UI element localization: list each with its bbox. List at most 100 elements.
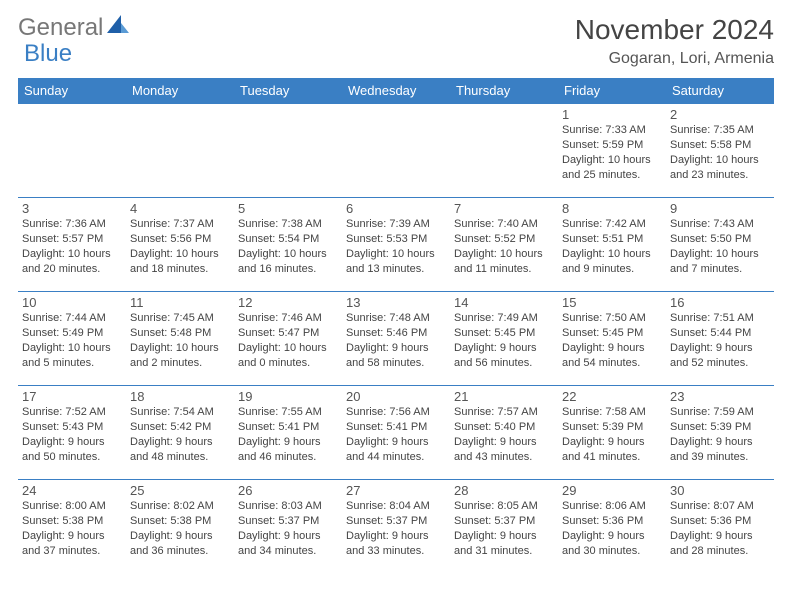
daylight-text: Daylight: 9 hours and 34 minutes.	[238, 529, 338, 559]
sunrise-text: Sunrise: 7:56 AM	[346, 405, 446, 420]
calendar-day-cell: 29Sunrise: 8:06 AMSunset: 5:36 PMDayligh…	[558, 480, 666, 574]
calendar-day-cell: 6Sunrise: 7:39 AMSunset: 5:53 PMDaylight…	[342, 198, 450, 292]
calendar-empty-cell	[18, 104, 126, 198]
day-number: 3	[22, 201, 122, 216]
daylight-text: Daylight: 10 hours and 9 minutes.	[562, 247, 662, 277]
sunset-text: Sunset: 5:41 PM	[346, 420, 446, 435]
day-number: 30	[670, 483, 770, 498]
daylight-text: Daylight: 9 hours and 36 minutes.	[130, 529, 230, 559]
day-number: 2	[670, 107, 770, 122]
sunrise-text: Sunrise: 8:03 AM	[238, 499, 338, 514]
calendar-day-cell: 17Sunrise: 7:52 AMSunset: 5:43 PMDayligh…	[18, 386, 126, 480]
sunrise-text: Sunrise: 7:40 AM	[454, 217, 554, 232]
sunrise-text: Sunrise: 7:33 AM	[562, 123, 662, 138]
sunrise-text: Sunrise: 7:38 AM	[238, 217, 338, 232]
daylight-text: Daylight: 10 hours and 20 minutes.	[22, 247, 122, 277]
daylight-text: Daylight: 9 hours and 44 minutes.	[346, 435, 446, 465]
calendar-day-cell: 3Sunrise: 7:36 AMSunset: 5:57 PMDaylight…	[18, 198, 126, 292]
daylight-text: Daylight: 9 hours and 41 minutes.	[562, 435, 662, 465]
sunset-text: Sunset: 5:48 PM	[130, 326, 230, 341]
day-number: 8	[562, 201, 662, 216]
day-number: 15	[562, 295, 662, 310]
logo-blue-row: Blue	[24, 40, 72, 68]
sunset-text: Sunset: 5:56 PM	[130, 232, 230, 247]
daylight-text: Daylight: 10 hours and 7 minutes.	[670, 247, 770, 277]
sunset-text: Sunset: 5:39 PM	[670, 420, 770, 435]
calendar-day-cell: 12Sunrise: 7:46 AMSunset: 5:47 PMDayligh…	[234, 292, 342, 386]
day-number: 12	[238, 295, 338, 310]
day-number: 10	[22, 295, 122, 310]
header: General November 2024 Gogaran, Lori, Arm…	[18, 14, 774, 68]
daylight-text: Daylight: 10 hours and 25 minutes.	[562, 153, 662, 183]
day-number: 18	[130, 389, 230, 404]
sunrise-text: Sunrise: 7:36 AM	[22, 217, 122, 232]
sunset-text: Sunset: 5:38 PM	[130, 514, 230, 529]
calendar-day-cell: 18Sunrise: 7:54 AMSunset: 5:42 PMDayligh…	[126, 386, 234, 480]
calendar-body: 1Sunrise: 7:33 AMSunset: 5:59 PMDaylight…	[18, 104, 774, 574]
calendar-empty-cell	[342, 104, 450, 198]
daylight-text: Daylight: 9 hours and 28 minutes.	[670, 529, 770, 559]
sunset-text: Sunset: 5:38 PM	[22, 514, 122, 529]
location-text: Gogaran, Lori, Armenia	[575, 50, 774, 68]
calendar-empty-cell	[126, 104, 234, 198]
daylight-text: Daylight: 9 hours and 52 minutes.	[670, 341, 770, 371]
sunrise-text: Sunrise: 7:43 AM	[670, 217, 770, 232]
sunset-text: Sunset: 5:50 PM	[670, 232, 770, 247]
sunset-text: Sunset: 5:37 PM	[454, 514, 554, 529]
sunrise-text: Sunrise: 7:49 AM	[454, 311, 554, 326]
logo: General	[18, 14, 129, 42]
day-number: 23	[670, 389, 770, 404]
calendar-day-cell: 4Sunrise: 7:37 AMSunset: 5:56 PMDaylight…	[126, 198, 234, 292]
calendar-header-row: SundayMondayTuesdayWednesdayThursdayFrid…	[18, 78, 774, 104]
daylight-text: Daylight: 10 hours and 13 minutes.	[346, 247, 446, 277]
sunrise-text: Sunrise: 7:54 AM	[130, 405, 230, 420]
calendar-week-row: 10Sunrise: 7:44 AMSunset: 5:49 PMDayligh…	[18, 292, 774, 386]
daylight-text: Daylight: 9 hours and 50 minutes.	[22, 435, 122, 465]
sunrise-text: Sunrise: 7:48 AM	[346, 311, 446, 326]
day-number: 14	[454, 295, 554, 310]
day-number: 27	[346, 483, 446, 498]
daylight-text: Daylight: 10 hours and 2 minutes.	[130, 341, 230, 371]
sunrise-text: Sunrise: 7:42 AM	[562, 217, 662, 232]
sunrise-text: Sunrise: 7:52 AM	[22, 405, 122, 420]
day-number: 17	[22, 389, 122, 404]
calendar-day-cell: 15Sunrise: 7:50 AMSunset: 5:45 PMDayligh…	[558, 292, 666, 386]
sunrise-text: Sunrise: 7:39 AM	[346, 217, 446, 232]
sunrise-text: Sunrise: 7:57 AM	[454, 405, 554, 420]
calendar-day-cell: 27Sunrise: 8:04 AMSunset: 5:37 PMDayligh…	[342, 480, 450, 574]
daylight-text: Daylight: 10 hours and 0 minutes.	[238, 341, 338, 371]
calendar-day-cell: 19Sunrise: 7:55 AMSunset: 5:41 PMDayligh…	[234, 386, 342, 480]
sunset-text: Sunset: 5:49 PM	[22, 326, 122, 341]
sunset-text: Sunset: 5:45 PM	[562, 326, 662, 341]
sunset-text: Sunset: 5:53 PM	[346, 232, 446, 247]
day-number: 20	[346, 389, 446, 404]
daylight-text: Daylight: 9 hours and 54 minutes.	[562, 341, 662, 371]
calendar-day-cell: 5Sunrise: 7:38 AMSunset: 5:54 PMDaylight…	[234, 198, 342, 292]
sunrise-text: Sunrise: 8:02 AM	[130, 499, 230, 514]
sunrise-text: Sunrise: 7:50 AM	[562, 311, 662, 326]
sunrise-text: Sunrise: 7:59 AM	[670, 405, 770, 420]
daylight-text: Daylight: 10 hours and 23 minutes.	[670, 153, 770, 183]
day-number: 26	[238, 483, 338, 498]
calendar-day-cell: 24Sunrise: 8:00 AMSunset: 5:38 PMDayligh…	[18, 480, 126, 574]
calendar-day-cell: 26Sunrise: 8:03 AMSunset: 5:37 PMDayligh…	[234, 480, 342, 574]
day-number: 21	[454, 389, 554, 404]
sunset-text: Sunset: 5:42 PM	[130, 420, 230, 435]
calendar-day-cell: 16Sunrise: 7:51 AMSunset: 5:44 PMDayligh…	[666, 292, 774, 386]
sunrise-text: Sunrise: 8:00 AM	[22, 499, 122, 514]
calendar-day-cell: 20Sunrise: 7:56 AMSunset: 5:41 PMDayligh…	[342, 386, 450, 480]
calendar-day-cell: 13Sunrise: 7:48 AMSunset: 5:46 PMDayligh…	[342, 292, 450, 386]
calendar-day-cell: 11Sunrise: 7:45 AMSunset: 5:48 PMDayligh…	[126, 292, 234, 386]
daylight-text: Daylight: 10 hours and 16 minutes.	[238, 247, 338, 277]
sunset-text: Sunset: 5:41 PM	[238, 420, 338, 435]
day-number: 13	[346, 295, 446, 310]
calendar-table: SundayMondayTuesdayWednesdayThursdayFrid…	[18, 78, 774, 574]
daylight-text: Daylight: 9 hours and 48 minutes.	[130, 435, 230, 465]
calendar-day-cell: 7Sunrise: 7:40 AMSunset: 5:52 PMDaylight…	[450, 198, 558, 292]
daylight-text: Daylight: 9 hours and 43 minutes.	[454, 435, 554, 465]
calendar-day-cell: 9Sunrise: 7:43 AMSunset: 5:50 PMDaylight…	[666, 198, 774, 292]
column-header: Monday	[126, 78, 234, 104]
day-number: 4	[130, 201, 230, 216]
sunset-text: Sunset: 5:45 PM	[454, 326, 554, 341]
day-number: 28	[454, 483, 554, 498]
